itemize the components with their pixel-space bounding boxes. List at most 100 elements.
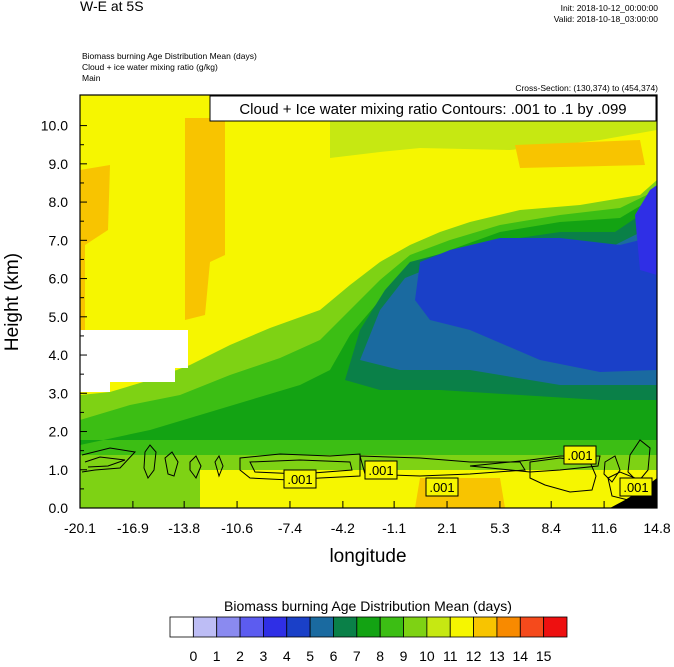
y-tick-label: 2.0 <box>49 424 69 440</box>
contour-label: .001 <box>368 463 393 478</box>
shaded-field <box>80 95 657 508</box>
y-tick-label: 7.0 <box>49 232 69 248</box>
x-tick-label: -16.9 <box>117 520 149 536</box>
colorbar-label: 1 <box>213 648 221 664</box>
colorbar-label: 13 <box>489 648 505 664</box>
y-tick-label: 4.0 <box>49 347 69 363</box>
colorbar-swatch <box>379 616 404 638</box>
colorbar-label: 9 <box>400 648 408 664</box>
y-tick-label: 3.0 <box>49 385 69 401</box>
field-region-blue <box>415 225 657 372</box>
colorbar-label: 14 <box>513 648 529 664</box>
contour-labels: .001 .001 .001 .001 .001 <box>283 445 653 497</box>
field-region-orange-column <box>185 118 225 320</box>
contour-line <box>189 455 202 479</box>
contour-line <box>81 447 137 473</box>
field-name-2: Cloud + ice water mixing ratio (g/kg) <box>82 62 218 72</box>
contour-label: .001 <box>429 480 454 495</box>
x-tick-label: 5.3 <box>490 520 510 536</box>
init-time: Init: 2018-10-12_00:00:00 <box>560 3 658 13</box>
y-tick-label: 9.0 <box>49 156 69 172</box>
x-axis-label: longitude <box>329 546 406 567</box>
field-region-orange-top-right <box>515 140 645 168</box>
colorbar-title: Biomass burning Age Distribution Mean (d… <box>224 598 512 614</box>
x-tick-label: -20.1 <box>64 520 96 536</box>
contour-label: .001 <box>567 448 592 463</box>
colorbar-swatch <box>239 616 264 638</box>
colorbar-label: 15 <box>536 648 552 664</box>
plot-frame <box>79 94 658 509</box>
contour-title-box <box>209 95 657 122</box>
contour-label: .001 <box>623 480 648 495</box>
contour-label-box <box>283 469 317 489</box>
x-tick-label: -1.1 <box>382 520 406 536</box>
x-tick-label: -13.8 <box>168 520 200 536</box>
field-missing-region <box>80 330 188 392</box>
contour-label-box <box>425 477 459 497</box>
colorbar-swatch <box>356 616 381 638</box>
contour-line <box>143 444 157 480</box>
x-axis: -20.1 -16.9 -13.8 -10.6 -7.4 -4.2 -1.1 2.1 5.3 8.… <box>64 501 671 536</box>
contour-title: Cloud + Ice water mixing ratio Contours:… <box>239 101 626 118</box>
contour-line <box>469 455 601 473</box>
y-tick-label: 8.0 <box>49 194 69 210</box>
colorbar-swatch <box>216 616 241 638</box>
y-tick-label: 10.0 <box>41 118 68 134</box>
x-tick-label: 11.6 <box>591 520 617 536</box>
contour-line <box>239 453 361 481</box>
y-tick-label: 1.0 <box>49 462 69 478</box>
colorbar-label: 3 <box>260 648 268 664</box>
cross-section-label: Cross-Section: (130,374) to (454,374) <box>515 83 658 93</box>
colorbar-swatch <box>263 616 288 638</box>
plot-title: W-E at 5S <box>80 0 144 14</box>
x-tick-label: -10.6 <box>221 520 253 536</box>
y-tick-label: 6.0 <box>49 271 69 287</box>
x-tick-label: 14.8 <box>643 520 670 536</box>
colorbar-label: 4 <box>283 648 291 664</box>
colorbar-label: 12 <box>466 648 482 664</box>
contour-line <box>603 455 621 483</box>
colorbar-label: 7 <box>353 648 361 664</box>
colorbar-label: 0 <box>189 648 197 664</box>
valid-time: Valid: 2018-10-18_03:00:00 <box>553 14 658 24</box>
contour-label-box <box>619 477 653 497</box>
colorbar-swatch <box>473 616 498 638</box>
colorbar-swatch <box>169 616 194 638</box>
colorbar-swatch <box>449 616 474 638</box>
contour-label-box <box>563 445 597 465</box>
colorbar-label: 11 <box>443 648 458 664</box>
contour-line <box>214 454 224 478</box>
field-name-1: Biomass burning Age Distribution Mean (d… <box>82 51 257 61</box>
field-region-blue-bright <box>635 185 657 275</box>
field-region-orange-left <box>80 165 110 330</box>
contour-line <box>249 459 353 475</box>
colorbar-swatch <box>403 616 428 638</box>
colorbar-swatch <box>333 616 358 638</box>
x-tick-label: 2.1 <box>437 520 457 536</box>
x-tick-label: -7.4 <box>278 520 302 536</box>
y-axis: 0.0 1.0 2.0 3.0 4.0 5.0 6.0 7.0 8.0 9.0 10.0 <box>41 118 87 516</box>
colorbar-swatch <box>496 616 521 638</box>
colorbar-swatch <box>426 616 451 638</box>
colorbar-label: 2 <box>236 648 244 664</box>
colorbar <box>169 616 568 638</box>
colorbar-swatch <box>286 616 311 638</box>
colorbar-label: 8 <box>376 648 384 664</box>
colorbar-swatch <box>543 616 568 638</box>
y-tick-label: 5.0 <box>49 309 69 325</box>
y-axis-label: Height (km) <box>2 253 23 351</box>
colorbar-labels: 0 1 2 3 4 5 6 7 8 9 10 11 12 13 14 15 <box>189 648 551 664</box>
x-tick-label: 8.4 <box>541 520 561 536</box>
colorbar-label: 5 <box>306 648 314 664</box>
field-name-3: Main <box>82 73 101 83</box>
colorbar-label: 6 <box>330 648 338 664</box>
y-tick-label: 0.0 <box>49 500 69 516</box>
x-tick-label: -4.2 <box>331 520 355 536</box>
contour-line <box>84 456 126 468</box>
field-region-surface-green <box>80 470 200 508</box>
contour-label: .001 <box>287 472 312 487</box>
colorbar-label: 10 <box>419 648 435 664</box>
colorbar-swatch <box>192 616 218 638</box>
contour-line <box>164 451 179 477</box>
